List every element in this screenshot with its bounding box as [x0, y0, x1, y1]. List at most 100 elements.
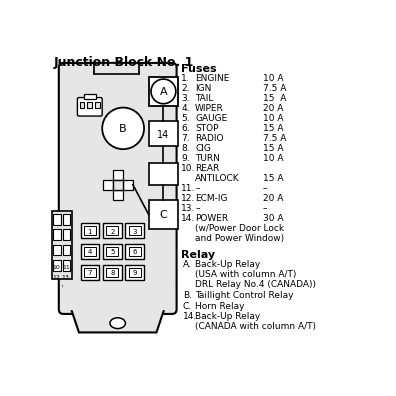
Bar — [126, 265, 144, 280]
Bar — [129, 268, 141, 277]
Bar — [129, 247, 141, 256]
Text: 15 A: 15 A — [263, 124, 283, 133]
Bar — [123, 179, 133, 190]
Bar — [84, 268, 96, 277]
Text: TURN: TURN — [195, 154, 220, 163]
Text: 3: 3 — [133, 228, 137, 234]
Text: –: – — [195, 184, 200, 193]
Text: GAUGE: GAUGE — [195, 114, 227, 123]
Text: A: A — [160, 87, 167, 97]
Bar — [84, 247, 96, 256]
Bar — [126, 244, 144, 259]
Text: 8.: 8. — [181, 144, 190, 153]
Bar — [103, 223, 122, 238]
Text: 14.: 14. — [183, 312, 197, 322]
Bar — [53, 245, 61, 255]
Text: Back-Up Relay: Back-Up Relay — [195, 260, 261, 269]
Text: B: B — [119, 124, 127, 134]
Text: Relay: Relay — [181, 250, 215, 260]
Ellipse shape — [110, 318, 126, 329]
Text: 20 A: 20 A — [263, 194, 283, 203]
Text: 9: 9 — [133, 270, 137, 276]
Text: –: – — [263, 184, 267, 193]
Text: ECM-IG: ECM-IG — [195, 194, 228, 203]
Text: 11.: 11. — [181, 184, 196, 193]
Bar — [80, 102, 84, 109]
Bar — [80, 223, 99, 238]
Bar — [126, 223, 144, 238]
Text: 5.: 5. — [181, 114, 190, 123]
Text: –: – — [195, 204, 200, 213]
Text: 30 A: 30 A — [263, 214, 283, 223]
PathPatch shape — [63, 286, 172, 332]
Text: 12.: 12. — [181, 194, 196, 203]
Text: 7: 7 — [88, 270, 92, 276]
Text: 9.: 9. — [181, 154, 190, 163]
Text: DRL Relay No.4 (CANADA)): DRL Relay No.4 (CANADA)) — [195, 280, 316, 289]
Bar — [113, 169, 123, 179]
Bar — [149, 200, 178, 229]
Text: 4.: 4. — [181, 104, 190, 113]
Text: 15 A: 15 A — [263, 174, 283, 183]
Text: Back-Up Relay: Back-Up Relay — [195, 312, 261, 322]
Text: REAR: REAR — [195, 164, 219, 173]
Bar — [63, 260, 70, 271]
Text: 15  A: 15 A — [263, 94, 286, 103]
Text: 10 A: 10 A — [263, 114, 283, 123]
Text: 20 A: 20 A — [263, 104, 283, 113]
Text: RADIO: RADIO — [195, 134, 224, 143]
Text: WIPER: WIPER — [195, 104, 224, 113]
Text: 10 A: 10 A — [263, 74, 283, 83]
Text: Junction Block No. 1: Junction Block No. 1 — [53, 56, 194, 69]
Bar — [149, 163, 178, 185]
Text: 10: 10 — [53, 265, 60, 270]
Bar — [103, 244, 122, 259]
Bar — [84, 226, 96, 235]
Polygon shape — [63, 282, 172, 309]
Text: CIG: CIG — [195, 144, 211, 153]
Text: C: C — [160, 210, 167, 221]
Text: Taillight Control Relay: Taillight Control Relay — [195, 291, 294, 300]
Text: 10.: 10. — [181, 164, 196, 173]
Text: C.: C. — [183, 302, 192, 310]
Text: POWER: POWER — [195, 214, 228, 223]
Text: 6.: 6. — [181, 124, 190, 133]
Bar — [63, 245, 70, 255]
Text: 2.: 2. — [181, 84, 190, 93]
Bar — [63, 214, 70, 225]
Text: 13.: 13. — [181, 204, 196, 213]
Bar — [53, 260, 61, 271]
Text: 10 A: 10 A — [263, 154, 283, 163]
Bar — [53, 214, 61, 225]
Text: Fuses: Fuses — [181, 65, 217, 74]
Text: (w/Power Door Lock: (w/Power Door Lock — [195, 224, 284, 233]
Text: 7.5 A: 7.5 A — [263, 134, 286, 143]
Text: 7.: 7. — [181, 134, 190, 143]
Text: 8: 8 — [110, 270, 114, 276]
Text: Horn Relay: Horn Relay — [195, 302, 245, 310]
Text: 3.: 3. — [181, 94, 190, 103]
Text: –: – — [263, 204, 267, 213]
Bar — [53, 229, 61, 240]
Bar — [149, 122, 178, 146]
Bar — [103, 179, 113, 190]
Text: 12: 12 — [53, 275, 61, 280]
Bar — [95, 102, 100, 109]
Text: 5: 5 — [110, 249, 114, 255]
Bar — [52, 211, 72, 278]
Text: 7.5 A: 7.5 A — [263, 84, 286, 93]
Bar — [80, 265, 99, 280]
Circle shape — [102, 108, 144, 149]
Text: 1: 1 — [88, 228, 92, 234]
Text: 6: 6 — [133, 249, 137, 255]
Bar — [106, 247, 118, 256]
Text: IGN: IGN — [195, 84, 211, 93]
Text: 14: 14 — [157, 129, 169, 139]
Text: 13: 13 — [62, 275, 70, 280]
FancyBboxPatch shape — [77, 97, 102, 116]
Bar — [129, 226, 141, 235]
Text: 4: 4 — [88, 249, 92, 255]
Text: 15 A: 15 A — [263, 144, 283, 153]
Bar — [63, 229, 70, 240]
Bar — [113, 179, 123, 190]
